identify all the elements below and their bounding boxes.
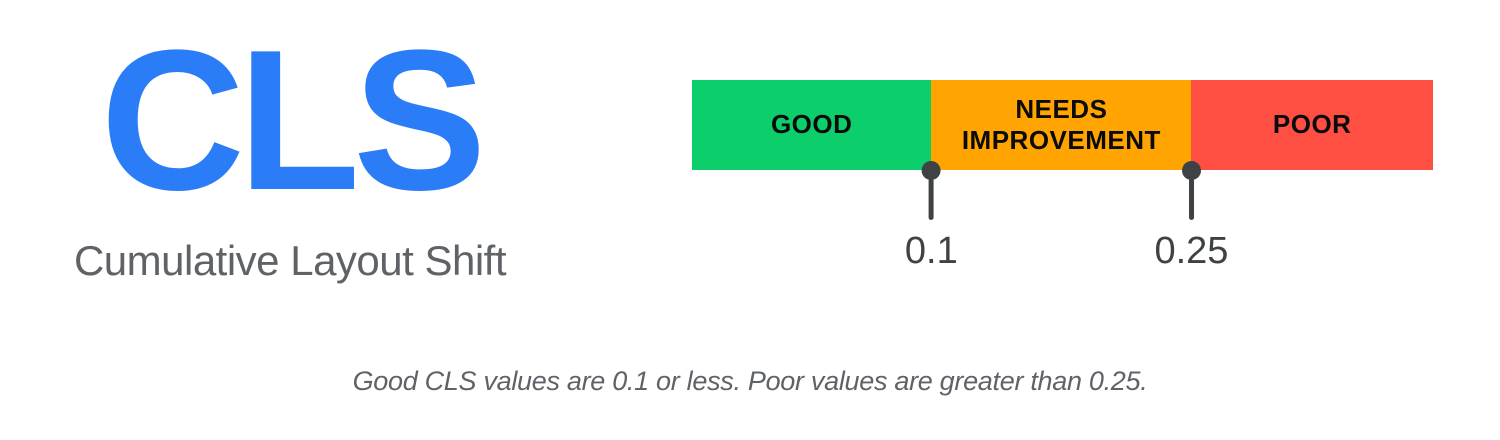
segment-good-label: GOOD [770, 109, 853, 140]
threshold-marker-0-25: 0.25 [1154, 161, 1229, 272]
threshold-scale: GOOD NEEDS IMPROVEMENT POOR 0.1 0.25 [692, 80, 1433, 270]
caption-text: Good CLS values are 0.1 or less. Poor va… [352, 366, 1148, 396]
rating-bar: GOOD NEEDS IMPROVEMENT POOR [692, 80, 1433, 170]
threshold-stem [928, 178, 934, 220]
segment-poor: POOR [1191, 80, 1433, 170]
metric-full-name: Cumulative Layout Shift [73, 237, 507, 284]
threshold-stem [1188, 178, 1194, 220]
threshold-dot-icon [921, 161, 941, 180]
metric-abbreviation: CLS [100, 9, 487, 232]
threshold-value-0-25: 0.25 [1154, 230, 1229, 272]
segment-needs-improvement: NEEDS IMPROVEMENT [931, 80, 1192, 170]
segment-needs-improvement-label: NEEDS IMPROVEMENT [961, 93, 1161, 155]
threshold-dot-icon [1181, 161, 1201, 180]
segment-good: GOOD [692, 80, 932, 170]
segment-poor-label: POOR [1272, 109, 1352, 140]
threshold-marker-0-1: 0.1 [904, 161, 958, 272]
threshold-value-0-1: 0.1 [904, 230, 958, 272]
